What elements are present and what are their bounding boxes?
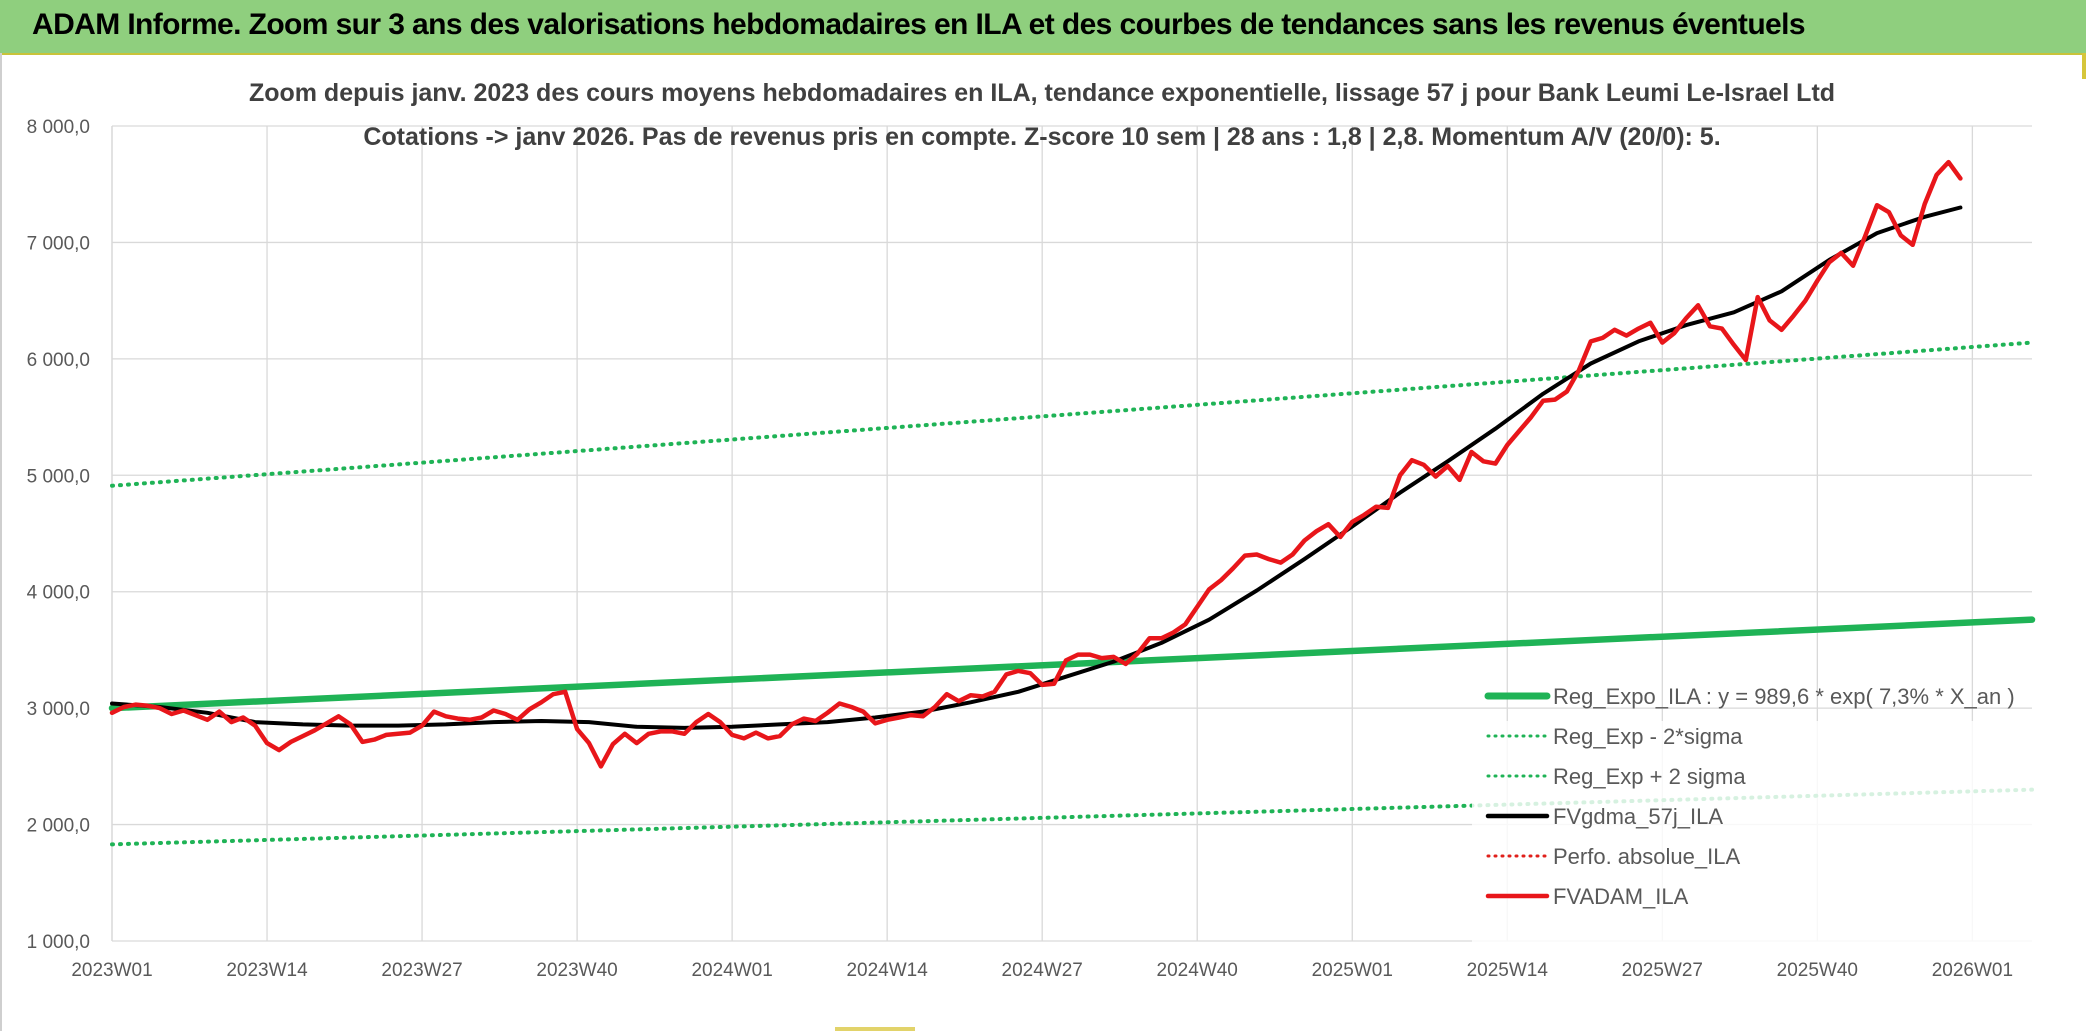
y-tick-label: 1 000,0 (27, 932, 90, 953)
y-tick-label: 7 000,0 (27, 233, 90, 254)
report-banner: ADAM Informe. Zoom sur 3 ans des valoris… (0, 0, 2086, 55)
legend: Reg_Expo_ILA : y = 989,6 * exp( 7,3% * X… (1472, 684, 2040, 961)
x-tick-label: 2026W01 (1932, 960, 2013, 981)
x-tick-label: 2023W27 (381, 960, 462, 981)
x-tick-label: 2025W14 (1467, 960, 1549, 981)
bottom-accent (835, 1027, 915, 1031)
series-reg-exp-2-sigma (110, 340, 2034, 488)
x-tick-label: 2023W01 (71, 960, 152, 981)
chart: 1 000,0 2 000,0 3 000,0 4 000,0 5 000,0 6 000… (27, 55, 2040, 981)
x-tick-label: 2023W14 (226, 960, 308, 981)
legend-label: Reg_Expo_ILA : y = 989,6 * exp( 7,3% * X… (1553, 684, 2015, 709)
title-background (298, 55, 1794, 135)
legend-background (1472, 721, 2040, 961)
chart-frame: 1 000,0 2 000,0 3 000,0 4 000,0 5 000,0 6 000… (0, 53, 2086, 1031)
report-title: ADAM Informe. Zoom sur 3 ans des valoris… (32, 8, 1806, 41)
x-tick-label: 2025W27 (1622, 960, 1703, 981)
y-tick-label: 2 000,0 (27, 816, 90, 837)
series-fvadam-ila (109, 159, 1963, 769)
x-tick-label: 2025W01 (1312, 960, 1393, 981)
x-axis: 2023W01 2023W14 2023W27 2023W40 2024W01 2024W… (71, 960, 2013, 981)
y-tick-label: 3 000,0 (27, 699, 90, 720)
legend-label: Reg_Exp + 2 sigma (1553, 764, 1746, 789)
y-axis: 1 000,0 2 000,0 3 000,0 4 000,0 5 000,0 6 000… (27, 117, 90, 953)
y-tick-label: 8 000,0 (27, 117, 90, 138)
corner-accent (2082, 53, 2086, 79)
x-tick-label: 2024W27 (1002, 960, 1083, 981)
x-tick-label: 2023W40 (536, 960, 617, 981)
series-reg-expo-ila (108, 616, 2036, 712)
x-tick-label: 2024W14 (846, 960, 928, 981)
y-tick-label: 5 000,0 (27, 466, 90, 487)
series-fvgdma-57j-ila (110, 205, 1963, 730)
legend-label: FVADAM_ILA (1553, 884, 1689, 909)
legend-label: Perfo. absolue_ILA (1553, 844, 1740, 869)
x-tick-label: 2024W40 (1157, 960, 1238, 981)
chart-title-line-2: Cotations -> janv 2026. Pas de revenus p… (363, 123, 1720, 151)
y-tick-label: 4 000,0 (27, 583, 90, 604)
chart-title-line-1: Zoom depuis janv. 2023 des cours moyens … (249, 79, 1835, 107)
y-tick-label: 6 000,0 (27, 350, 90, 371)
x-tick-label: 2024W01 (691, 960, 772, 981)
legend-label: Reg_Exp - 2*sigma (1553, 724, 1743, 749)
x-tick-label: 2025W40 (1777, 960, 1858, 981)
legend-label: FVgdma_57j_ILA (1553, 804, 1723, 829)
